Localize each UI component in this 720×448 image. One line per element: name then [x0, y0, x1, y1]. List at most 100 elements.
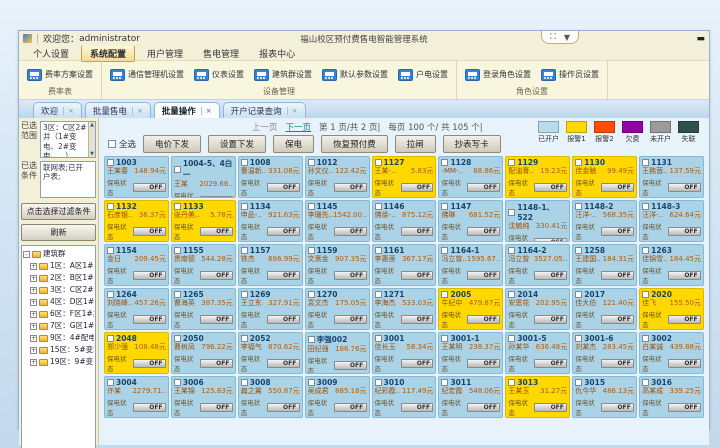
- tree-node[interactable]: + 7区：G区1#井: [23, 320, 94, 332]
- room-card[interactable]: 1133 张丹美.. 5.78元 保电状态 OFF 合闸状态 ON: [170, 200, 236, 242]
- choose-filter-button[interactable]: 点击选择过滤条件: [21, 203, 96, 220]
- room-card[interactable]: 1145 李珊先.. 1542.00.. 保电状态 OFF 合闸状态 ON: [304, 200, 370, 242]
- room-checkbox[interactable]: [374, 159, 382, 166]
- room-checkbox[interactable]: [374, 247, 382, 254]
- room-card[interactable]: 3009 吴成君 885.16元 保电状态 OFF 合闸状态 ON: [304, 376, 370, 418]
- expander-icon[interactable]: +: [30, 286, 37, 294]
- room-checkbox[interactable]: [642, 203, 650, 210]
- power-protect-toggle[interactable]: OFF: [601, 182, 635, 192]
- document-tab[interactable]: 开户记录查询 ×: [222, 102, 306, 118]
- room-card[interactable]: 1147 佛琳 681.52元 保电状态 OFF 合闸状态 ON: [438, 200, 504, 242]
- room-checkbox[interactable]: [642, 247, 650, 254]
- room-card[interactable]: 1129 配油膏.. 19.23元 保电状态 OFF 合闸状态 ON: [505, 156, 571, 198]
- room-card[interactable]: 3001-6 刘某杰 283.45元 保电状态 OFF 合闸状态 ON: [572, 332, 638, 374]
- room-checkbox[interactable]: [508, 335, 516, 342]
- tab-close-icon[interactable]: ×: [131, 107, 143, 115]
- room-card[interactable]: 1271 李海杰 533.03元 保电状态 OFF 合闸状态 ON: [371, 288, 437, 330]
- power-protect-toggle[interactable]: OFF: [400, 402, 434, 412]
- selected-condition-listbox[interactable]: 联网表;已开户表;: [40, 161, 96, 198]
- room-card[interactable]: 1012 孙文仪.. 122.42元 保电状态 OFF 合闸状态 ON: [304, 156, 370, 198]
- power-protect-toggle[interactable]: OFF: [266, 402, 300, 412]
- power-protect-toggle[interactable]: OFF: [534, 182, 568, 192]
- power-protect-toggle[interactable]: OFF: [601, 226, 635, 236]
- room-card[interactable]: 2050 曹树凤 796.22元 保电状态 OFF 合闸状态 ON: [170, 332, 236, 374]
- room-card[interactable]: 2014 安恩花 202.95元 保电状态 OFF 合闸状态 ON: [505, 288, 571, 330]
- menu-item-active[interactable]: 系统配置: [81, 44, 136, 62]
- power-protect-toggle[interactable]: OFF: [400, 270, 434, 280]
- room-checkbox[interactable]: [642, 159, 650, 166]
- power-protect-toggle[interactable]: OFF: [467, 314, 501, 324]
- room-card[interactable]: 2052 李福气 870.62元 保电状态 OFF 合闸状态 ON: [237, 332, 303, 374]
- tree-node[interactable]: + 1区：A区1#井: [23, 260, 94, 272]
- power-protect-toggle[interactable]: OFF: [132, 182, 166, 192]
- power-protect-toggle[interactable]: OFF: [400, 182, 434, 192]
- expander-icon[interactable]: +: [30, 358, 37, 366]
- room-checkbox[interactable]: [575, 247, 583, 254]
- power-protect-toggle[interactable]: OFF: [132, 358, 166, 368]
- room-checkbox[interactable]: [441, 159, 449, 166]
- room-checkbox[interactable]: [240, 379, 248, 386]
- power-protect-toggle[interactable]: OFF: [668, 182, 701, 192]
- power-protect-toggle[interactable]: OFF: [333, 270, 367, 280]
- tab-close-icon[interactable]: ×: [200, 107, 212, 115]
- tab-close-icon[interactable]: ×: [286, 107, 298, 115]
- power-protect-toggle[interactable]: OFF: [668, 402, 701, 412]
- room-card[interactable]: 2017 佳大伯 121.40元 保电状态 OFF 合闸状态 ON: [572, 288, 638, 330]
- room-checkbox[interactable]: [173, 335, 181, 342]
- tree-node[interactable]: + 15区：5#变站（3...: [23, 344, 94, 356]
- ribbon-collapse-icon[interactable]: ▼: [563, 32, 570, 42]
- ribbon-button[interactable]: 建筑群设置: [254, 68, 312, 81]
- room-card[interactable]: 3016 高某成 339.25元 保电状态 OFF 合闸状态 ON: [639, 376, 704, 418]
- next-page-link[interactable]: 下一页: [285, 122, 312, 133]
- power-protect-toggle[interactable]: OFF: [266, 226, 300, 236]
- power-protect-toggle[interactable]: OFF: [132, 226, 166, 236]
- ribbon-button[interactable]: 费率方案设置: [27, 68, 93, 81]
- room-checkbox[interactable]: [307, 247, 315, 254]
- tree-node[interactable]: + 4区：D区1#井（D...: [23, 296, 94, 308]
- power-protect-toggle[interactable]: OFF: [534, 402, 568, 412]
- room-card[interactable]: 1004-5、4白一 王某 2029.66.. 保电状态 OFF 合闸状态 ON: [170, 156, 236, 198]
- room-card[interactable]: 3001-1 王某明 238.37元 保电状态 OFF 合闸状态 ON: [438, 332, 504, 374]
- power-protect-toggle[interactable]: OFF: [400, 358, 434, 368]
- power-protect-toggle[interactable]: OFF: [333, 402, 367, 412]
- expander-icon[interactable]: +: [30, 310, 37, 318]
- room-card[interactable]: 1146 佛徐-.. 875.12元 保电状态 OFF 合闸状态 ON: [371, 200, 437, 242]
- power-protect-toggle[interactable]: OFF: [668, 270, 701, 280]
- power-protect-toggle[interactable]: OFF: [266, 358, 300, 368]
- room-card[interactable]: 1008 曹温新.. 331.08元 保电状态 OFF 合闸状态 ON: [237, 156, 303, 198]
- room-card[interactable]: 3015 仇今华 486.13元 保电状态 OFF 合闸状态 ON: [572, 376, 638, 418]
- room-card[interactable]: 1148-1、522 沈毓纯 330.41元 保电状态 OFF 合闸状态 ON: [505, 200, 571, 242]
- power-protect-toggle[interactable]: OFF: [199, 226, 233, 236]
- expander-icon[interactable]: +: [30, 322, 37, 330]
- power-protect-toggle[interactable]: OFF: [601, 358, 635, 368]
- ribbon-button[interactable]: 操作员设置: [541, 68, 599, 81]
- power-protect-toggle[interactable]: OFF: [333, 182, 367, 192]
- room-checkbox[interactable]: [575, 159, 583, 166]
- menu-item-inactive[interactable]: 报表中心: [259, 49, 296, 60]
- range-scrollbar[interactable]: ▲ ▼: [88, 122, 95, 157]
- toolbar-button[interactable]: 设置下发: [208, 135, 267, 153]
- document-tab[interactable]: 批量售电 ×: [84, 102, 151, 118]
- tree-node[interactable]: + 2区：B区1#换热站(B区1...: [23, 272, 94, 284]
- room-card[interactable]: 1269 王立东 327.91元 保电状态 OFF 合闸状态 ON: [237, 288, 303, 330]
- power-protect-toggle[interactable]: OFF: [199, 195, 233, 197]
- room-checkbox[interactable]: [307, 379, 315, 386]
- room-checkbox[interactable]: [173, 291, 181, 298]
- tab-close-icon[interactable]: ×: [63, 107, 74, 115]
- power-protect-toggle[interactable]: OFF: [467, 226, 501, 236]
- refresh-button[interactable]: 刷新: [21, 224, 96, 241]
- room-card[interactable]: 1148-2 汪洋-.. 568.35元 保电状态 OFF 合闸状态 ON: [572, 200, 638, 242]
- ribbon-button[interactable]: 默认参数设置: [322, 68, 388, 81]
- power-protect-toggle[interactable]: OFF: [601, 270, 635, 280]
- power-protect-toggle[interactable]: OFF: [333, 314, 367, 324]
- ribbon-button[interactable]: 户电设置: [398, 68, 448, 81]
- room-checkbox[interactable]: [508, 159, 516, 166]
- room-card[interactable]: 1265 曹海英 387.35元 保电状态 OFF 合闸状态 ON: [170, 288, 236, 330]
- room-checkbox[interactable]: [173, 247, 181, 254]
- room-card[interactable]: 3013 王某玉 31.27元 保电状态 OFF 合闸状态 ON: [505, 376, 571, 418]
- room-checkbox[interactable]: [575, 203, 583, 210]
- power-protect-toggle[interactable]: OFF: [601, 314, 635, 324]
- room-checkbox[interactable]: [508, 379, 516, 386]
- room-checkbox[interactable]: [173, 203, 181, 210]
- room-checkbox[interactable]: [240, 159, 248, 166]
